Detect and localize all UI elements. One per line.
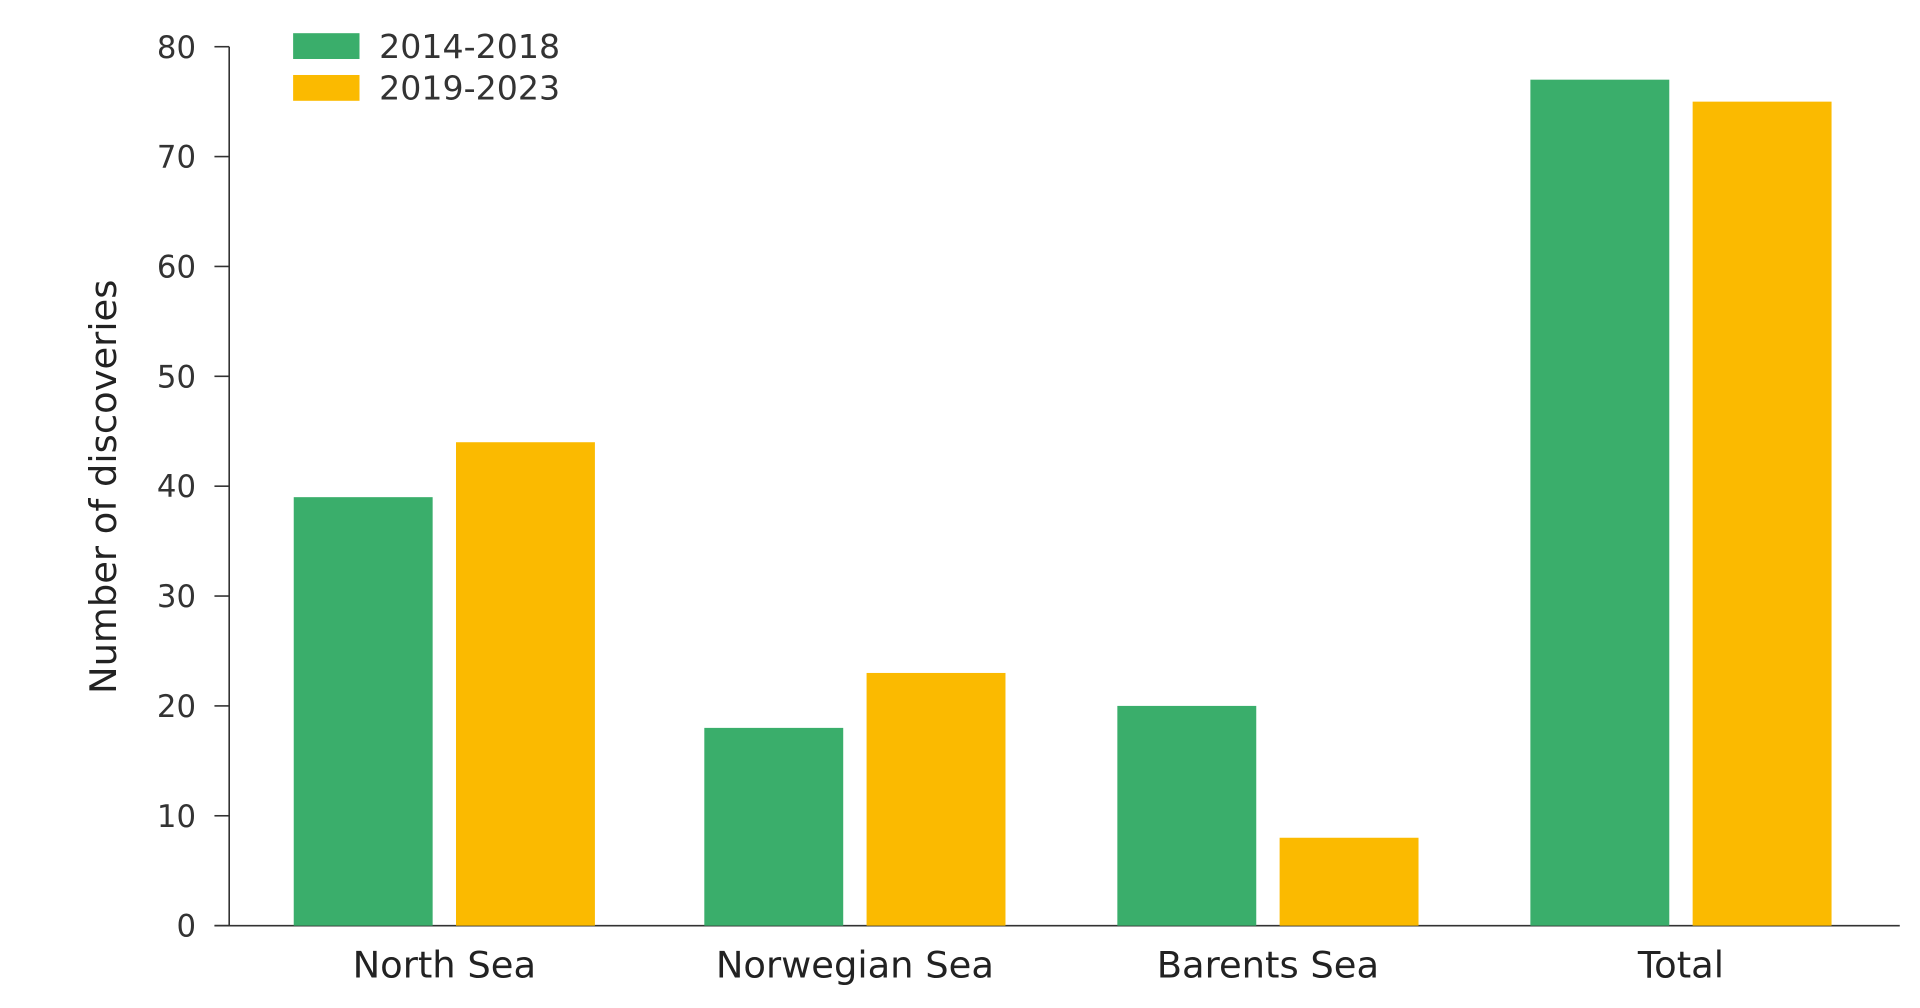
- legend-swatch-2014-2018: [293, 33, 360, 60]
- bar-total-2019-2023: [1692, 101, 1832, 926]
- y-tick-label: 40: [157, 469, 196, 505]
- y-tick-label: 50: [157, 359, 196, 395]
- legend-label-2014-2018: 2014-2018: [379, 27, 560, 66]
- bar-barents-sea-2019-2023: [1279, 837, 1419, 926]
- x-tick-label: Barents Sea: [1157, 943, 1379, 986]
- bar-norwegian-sea-2019-2023: [866, 672, 1006, 926]
- bar-north-sea-2014-2018: [293, 497, 433, 926]
- legend-label-2019-2023: 2019-2023: [379, 69, 560, 108]
- bar-north-sea-2019-2023: [456, 442, 595, 926]
- y-tick-label: 0: [176, 909, 196, 945]
- y-tick-label: 60: [157, 250, 196, 286]
- x-tick-label: North Sea: [353, 943, 536, 986]
- y-tick-label: 10: [157, 799, 196, 835]
- y-tick-label: 80: [157, 30, 196, 66]
- legend: 2014-2018 2019-2023: [293, 27, 560, 108]
- legend-swatch-2019-2023: [293, 74, 360, 101]
- y-axis-label: Number of discoveries: [82, 280, 125, 694]
- y-tick-label: 30: [157, 579, 196, 615]
- x-tick-label: Total: [1637, 943, 1724, 986]
- bar-norwegian-sea-2014-2018: [704, 727, 844, 926]
- y-tick-label: 20: [157, 689, 196, 725]
- y-tick-label: 70: [157, 140, 196, 176]
- x-tick-label: Norwegian Sea: [716, 943, 994, 986]
- bar-barents-sea-2014-2018: [1117, 705, 1257, 926]
- bar-total-2014-2018: [1530, 79, 1670, 926]
